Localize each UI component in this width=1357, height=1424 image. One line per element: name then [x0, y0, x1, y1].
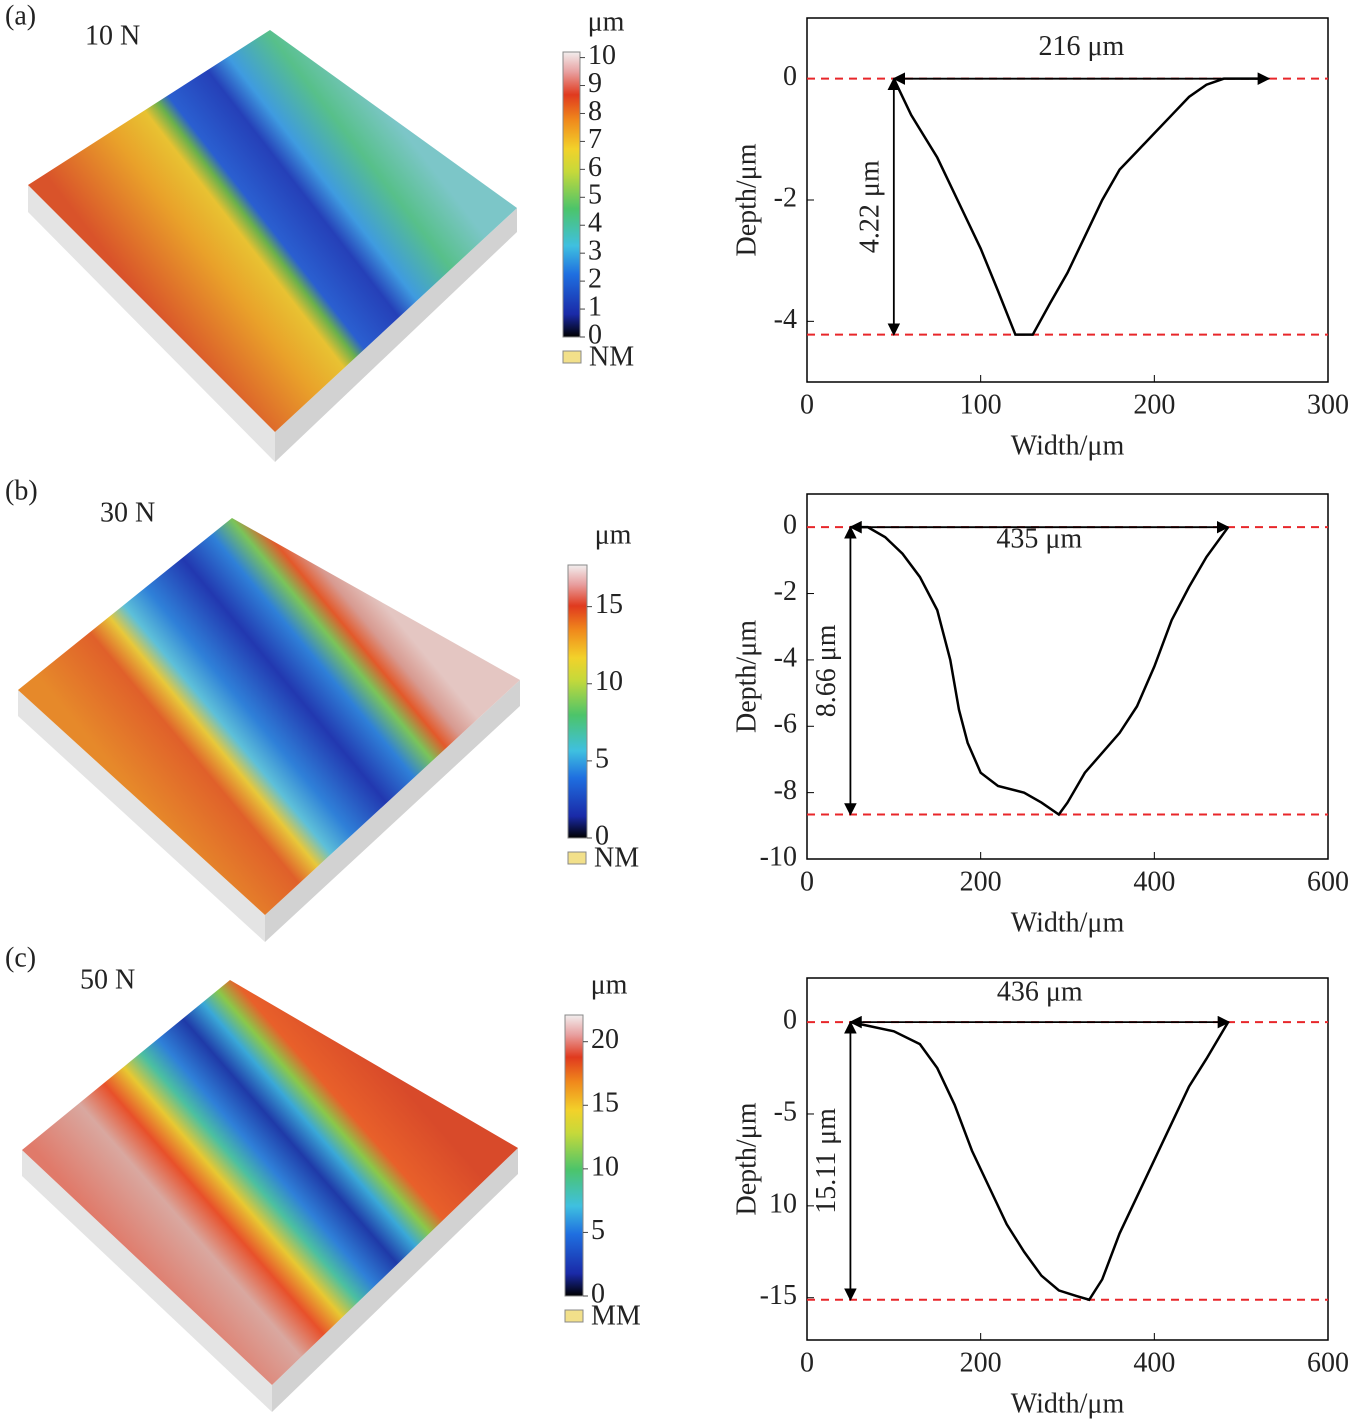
y-axis-title: Depth/μm: [731, 1102, 762, 1215]
x-tick-label: 400: [1133, 1347, 1175, 1378]
colorbar-tick-label: 7: [588, 124, 602, 155]
panel-label: (b): [5, 475, 38, 506]
legend-label: MM: [591, 1300, 641, 1331]
depth-label: 8.66 μm: [811, 624, 842, 717]
x-tick-label: 400: [1133, 866, 1175, 897]
load-label: 30 N: [100, 497, 155, 528]
y-axis-title: Depth/μm: [731, 620, 762, 733]
x-axis-title: Width/μm: [1011, 1388, 1125, 1419]
y-tick-label: -8: [774, 775, 797, 806]
y-tick-label: -4: [774, 642, 797, 673]
width-label: 436 μm: [997, 977, 1083, 1008]
colorbar-tick-label: 5: [595, 743, 609, 774]
x-axis-title: Width/μm: [1011, 907, 1125, 938]
surface-c: [22, 980, 518, 1412]
y-tick-label: -10: [760, 841, 797, 872]
colorbar-tick-label: 5: [588, 180, 602, 211]
colorbar-tick-label: 2: [588, 264, 602, 295]
y-tick-label: -6: [774, 709, 797, 740]
colorbar-tick-label: 1: [588, 291, 602, 322]
x-tick-label: 200: [960, 1347, 1002, 1378]
y-tick-label: 0: [783, 510, 797, 541]
x-tick-label: 0: [800, 866, 814, 897]
colorbar-tick-label: 10: [588, 40, 616, 71]
colorbar-tick-label: 20: [591, 1024, 619, 1055]
panel-label: (a): [5, 0, 36, 31]
x-tick-label: 0: [800, 389, 814, 420]
x-tick-label: 300: [1307, 389, 1349, 420]
load-label: 10 N: [85, 20, 140, 51]
load-label: 50 N: [80, 964, 135, 995]
colorbar-title: μm: [595, 519, 632, 550]
x-tick-label: 600: [1307, 866, 1349, 897]
colorbar-tick-label: 0: [595, 820, 609, 851]
plot-frame: [806, 977, 1329, 1341]
width-label: 435 μm: [996, 524, 1082, 555]
legend-swatch: [562, 350, 582, 364]
x-tick-label: 200: [960, 866, 1002, 897]
colorbar: [564, 1014, 584, 1297]
plot-frame: [806, 493, 1329, 860]
colorbar-tick-label: 10: [595, 666, 623, 697]
colorbar-tick-label: 6: [588, 152, 602, 183]
x-tick-label: 100: [960, 389, 1002, 420]
colorbar-tick-label: 10: [591, 1151, 619, 1182]
colorbar-tick-label: 0: [591, 1278, 605, 1309]
y-tick-label: -4: [774, 304, 797, 335]
colorbar-tick-label: 0: [588, 319, 602, 350]
colorbar-tick-label: 15: [595, 589, 623, 620]
legend-label: NM: [594, 842, 639, 873]
profile-line: [850, 1020, 1230, 1302]
colorbar-tick-label: 9: [588, 68, 602, 99]
colorbar-tick-label: 15: [591, 1088, 619, 1119]
colorbar-title: μm: [591, 969, 628, 1000]
y-tick-label: 0: [783, 61, 797, 92]
y-axis-title: Depth/μm: [731, 143, 762, 256]
y-tick-label: 10: [769, 1188, 797, 1219]
y-tick-label: -2: [774, 182, 797, 213]
y-tick-label: -5: [774, 1096, 797, 1127]
panel-label: (c): [5, 942, 36, 973]
x-axis-title: Width/μm: [1011, 430, 1125, 461]
legend-label: NM: [589, 341, 634, 372]
surface-a: [28, 30, 517, 462]
colorbar: [562, 51, 581, 338]
legend-swatch: [567, 851, 587, 865]
depth-label: 15.11 μm: [811, 1108, 842, 1214]
x-tick-label: 200: [1133, 389, 1175, 420]
colorbar-title: μm: [588, 6, 625, 37]
colorbar-tick-label: 5: [591, 1215, 605, 1246]
x-tick-label: 600: [1307, 1347, 1349, 1378]
y-tick-label: -15: [760, 1280, 797, 1311]
depth-label: 4.22 μm: [854, 160, 885, 253]
colorbar-tick-label: 3: [588, 236, 602, 267]
colorbar: [567, 564, 588, 839]
profile-line: [892, 77, 1268, 336]
x-tick-label: 0: [800, 1347, 814, 1378]
surface-b: [18, 518, 520, 942]
width-label: 216 μm: [1038, 31, 1124, 62]
colorbar-tick-label: 8: [588, 96, 602, 127]
legend-swatch: [564, 1309, 584, 1323]
colorbar-tick-label: 4: [588, 208, 602, 239]
y-tick-label: -2: [774, 576, 797, 607]
profile-line: [850, 525, 1230, 817]
y-tick-label: 0: [783, 1005, 797, 1036]
